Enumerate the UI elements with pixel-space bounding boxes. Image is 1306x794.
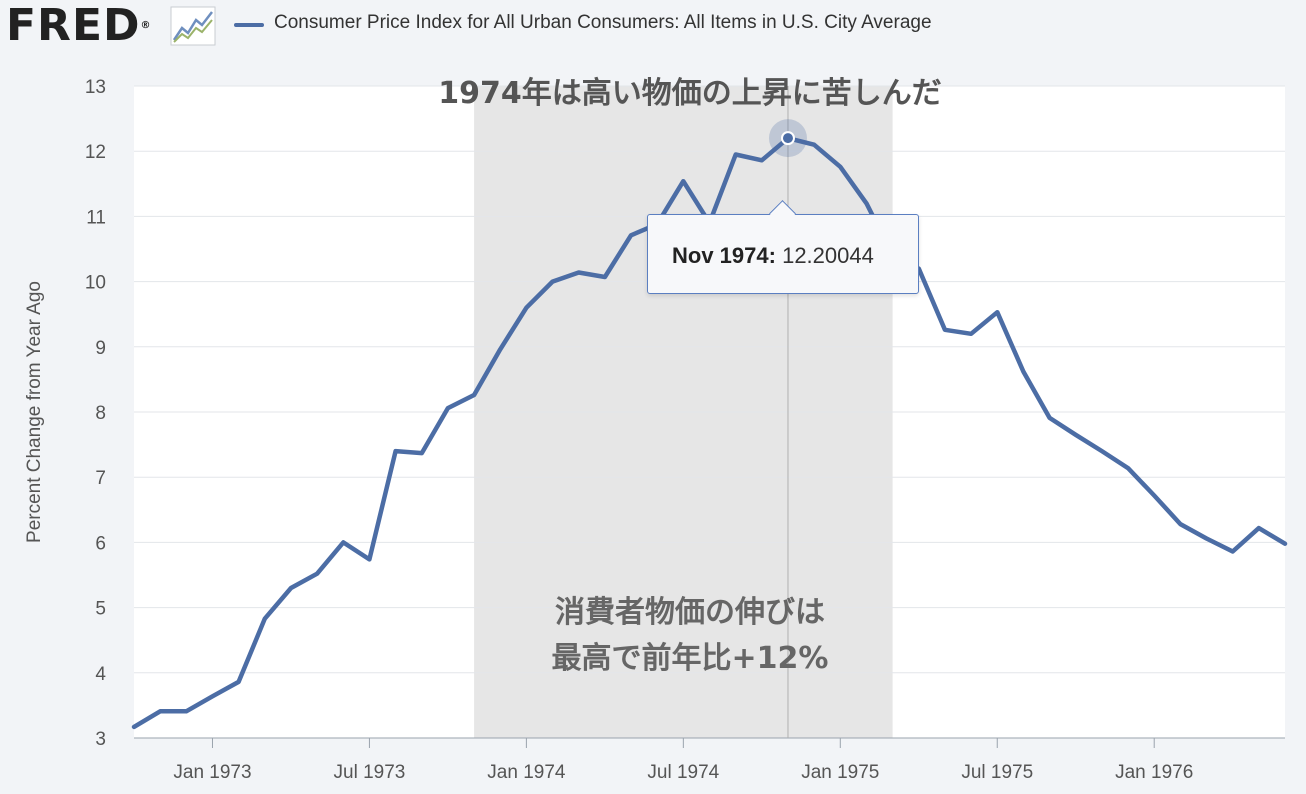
data-tooltip: Nov 1974: 12.20044	[647, 200, 919, 294]
tooltip-value: 12.20044	[782, 243, 874, 268]
fred-logo[interactable]: FRED®	[6, 2, 152, 50]
y-tick-label: 7	[95, 468, 106, 489]
annotation-line-2: 最高で前年比+12%	[552, 641, 829, 676]
y-tick-label: 13	[85, 77, 106, 98]
annotation-line-1: 消費者物価の伸びは	[555, 595, 825, 630]
y-tick-label: 11	[86, 207, 106, 228]
legend-series-title[interactable]: Consumer Price Index for All Urban Consu…	[274, 12, 932, 33]
tooltip-date: Nov 1974:	[672, 243, 776, 268]
y-axis-label: Percent Change from Year Ago	[24, 281, 45, 543]
y-tick-label: 5	[95, 599, 106, 620]
y-axis-ticks: 3 4 5 6 7 8 9 10 11 12 13	[85, 77, 107, 750]
header: FRED® Consumer Price Index for All Urban…	[0, 0, 1306, 60]
y-tick-label: 10	[85, 273, 106, 294]
highlight-marker[interactable]	[780, 131, 795, 146]
x-tick-label: Jan 1976	[1115, 762, 1193, 783]
grid-lines	[134, 85, 1285, 674]
x-axis-ticks: Jan 1973 Jul 1973 Jan 1974 Jul 1974 Jan 1975…	[173, 738, 1193, 783]
legend-series-swatch	[234, 23, 264, 27]
x-tick-label: Jan 1974	[487, 762, 566, 783]
chart-logo-icon	[170, 6, 216, 46]
x-tick-label: Jan 1973	[173, 762, 251, 783]
y-tick-label: 12	[85, 142, 106, 163]
y-tick-label: 8	[95, 403, 106, 424]
x-tick-label: Jul 1974	[647, 762, 719, 783]
chart-title: 1974年は高い物価の上昇に苦しんだ	[438, 76, 942, 111]
x-tick-label: Jan 1975	[801, 762, 879, 783]
tooltip-text: Nov 1974: 12.20044	[672, 243, 874, 269]
y-tick-label: 3	[95, 729, 106, 750]
y-tick-label: 9	[95, 338, 106, 359]
logo-registered-mark: ®	[140, 20, 152, 31]
y-tick-label: 4	[95, 664, 106, 685]
x-tick-label: Jul 1973	[334, 762, 406, 783]
x-tick-label: Jul 1975	[961, 762, 1033, 783]
y-tick-label: 6	[95, 533, 106, 554]
logo-text: FRED	[6, 0, 141, 51]
